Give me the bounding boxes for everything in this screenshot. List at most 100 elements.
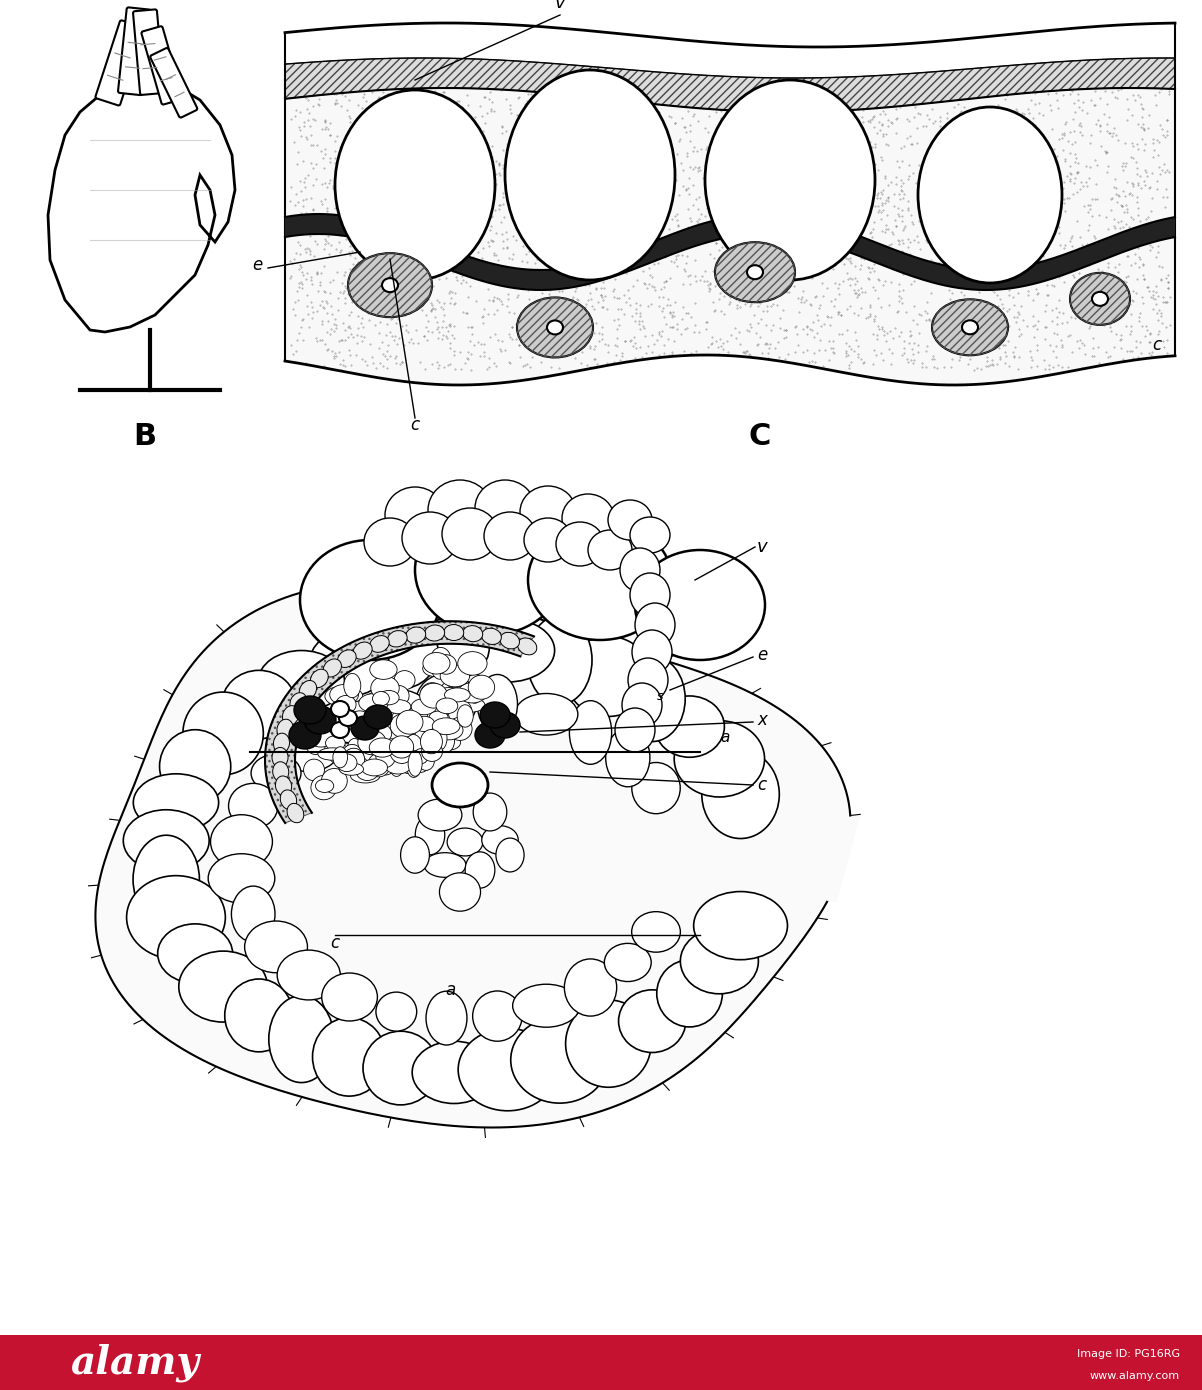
Ellipse shape bbox=[656, 960, 722, 1027]
Ellipse shape bbox=[245, 922, 308, 973]
Ellipse shape bbox=[619, 656, 685, 741]
Ellipse shape bbox=[391, 742, 415, 756]
Ellipse shape bbox=[426, 991, 466, 1045]
Ellipse shape bbox=[413, 716, 435, 731]
Ellipse shape bbox=[398, 741, 415, 758]
Ellipse shape bbox=[413, 749, 428, 764]
Ellipse shape bbox=[566, 637, 651, 716]
Ellipse shape bbox=[475, 480, 535, 537]
Polygon shape bbox=[95, 582, 861, 1127]
Ellipse shape bbox=[421, 698, 448, 723]
Ellipse shape bbox=[299, 681, 316, 699]
Ellipse shape bbox=[442, 507, 498, 560]
Ellipse shape bbox=[337, 753, 357, 771]
Ellipse shape bbox=[351, 769, 380, 783]
Ellipse shape bbox=[435, 734, 460, 751]
Ellipse shape bbox=[406, 627, 426, 644]
Ellipse shape bbox=[325, 687, 355, 706]
Ellipse shape bbox=[518, 638, 537, 655]
Text: C: C bbox=[749, 423, 772, 450]
FancyBboxPatch shape bbox=[133, 10, 163, 95]
Ellipse shape bbox=[364, 689, 428, 727]
Ellipse shape bbox=[630, 517, 670, 553]
Ellipse shape bbox=[304, 759, 325, 781]
Ellipse shape bbox=[400, 751, 428, 771]
Ellipse shape bbox=[124, 810, 209, 872]
Ellipse shape bbox=[349, 253, 432, 317]
FancyBboxPatch shape bbox=[142, 26, 183, 104]
Ellipse shape bbox=[370, 724, 392, 744]
Ellipse shape bbox=[126, 876, 225, 959]
Ellipse shape bbox=[424, 852, 466, 877]
Ellipse shape bbox=[278, 951, 340, 999]
Ellipse shape bbox=[430, 648, 451, 669]
Ellipse shape bbox=[746, 265, 763, 279]
Ellipse shape bbox=[364, 708, 382, 730]
Ellipse shape bbox=[1091, 292, 1108, 306]
Ellipse shape bbox=[335, 695, 356, 713]
Text: v: v bbox=[757, 538, 768, 556]
Ellipse shape bbox=[563, 493, 614, 542]
Text: c: c bbox=[1152, 336, 1161, 354]
Polygon shape bbox=[285, 58, 1176, 113]
Ellipse shape bbox=[608, 500, 651, 539]
Ellipse shape bbox=[465, 852, 495, 888]
Ellipse shape bbox=[389, 735, 410, 755]
Ellipse shape bbox=[335, 90, 495, 279]
Ellipse shape bbox=[387, 631, 407, 646]
Ellipse shape bbox=[468, 681, 482, 703]
Ellipse shape bbox=[419, 682, 445, 708]
Ellipse shape bbox=[328, 745, 351, 765]
Ellipse shape bbox=[344, 689, 363, 702]
Polygon shape bbox=[264, 621, 534, 823]
Ellipse shape bbox=[528, 616, 593, 705]
Ellipse shape bbox=[422, 720, 448, 745]
Ellipse shape bbox=[482, 826, 518, 855]
Ellipse shape bbox=[620, 548, 660, 592]
Text: a: a bbox=[720, 730, 730, 745]
Ellipse shape bbox=[369, 738, 395, 758]
Ellipse shape bbox=[157, 924, 233, 983]
Ellipse shape bbox=[445, 688, 470, 702]
FancyBboxPatch shape bbox=[118, 7, 150, 95]
Ellipse shape bbox=[183, 692, 263, 774]
Ellipse shape bbox=[429, 712, 448, 723]
Ellipse shape bbox=[447, 828, 483, 856]
Ellipse shape bbox=[432, 763, 488, 808]
Ellipse shape bbox=[388, 685, 409, 706]
Ellipse shape bbox=[275, 776, 292, 796]
Ellipse shape bbox=[400, 716, 415, 728]
Ellipse shape bbox=[365, 692, 392, 708]
Ellipse shape bbox=[386, 727, 406, 752]
Ellipse shape bbox=[410, 748, 430, 773]
Ellipse shape bbox=[391, 713, 416, 738]
Ellipse shape bbox=[385, 755, 412, 774]
Ellipse shape bbox=[422, 742, 442, 762]
Ellipse shape bbox=[432, 731, 460, 744]
Ellipse shape bbox=[1070, 272, 1130, 325]
Ellipse shape bbox=[208, 853, 275, 904]
FancyBboxPatch shape bbox=[150, 49, 197, 118]
Ellipse shape bbox=[932, 299, 1008, 356]
Ellipse shape bbox=[258, 651, 345, 712]
Polygon shape bbox=[285, 88, 1176, 385]
Ellipse shape bbox=[460, 619, 554, 682]
Text: a: a bbox=[445, 981, 456, 999]
Ellipse shape bbox=[313, 1017, 386, 1097]
Ellipse shape bbox=[300, 539, 440, 660]
Ellipse shape bbox=[364, 705, 392, 728]
Ellipse shape bbox=[416, 749, 433, 770]
Ellipse shape bbox=[505, 70, 676, 279]
Ellipse shape bbox=[341, 745, 363, 770]
Ellipse shape bbox=[364, 518, 416, 566]
Ellipse shape bbox=[484, 512, 536, 560]
Ellipse shape bbox=[358, 730, 386, 755]
Ellipse shape bbox=[441, 681, 468, 696]
Ellipse shape bbox=[702, 751, 779, 838]
Ellipse shape bbox=[344, 702, 367, 719]
Ellipse shape bbox=[380, 724, 404, 739]
Ellipse shape bbox=[405, 748, 426, 765]
Ellipse shape bbox=[338, 651, 356, 667]
Ellipse shape bbox=[451, 701, 466, 727]
Ellipse shape bbox=[305, 733, 326, 755]
